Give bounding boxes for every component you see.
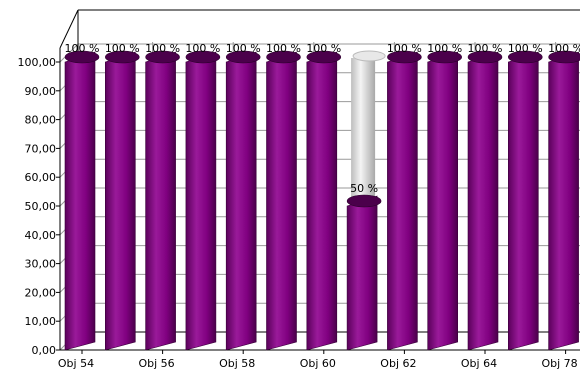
x-tick-label: Obj 60	[300, 357, 336, 370]
bar	[306, 51, 338, 351]
bar	[145, 51, 176, 351]
bar	[427, 51, 459, 351]
y-tick-label: 50,00	[25, 200, 57, 213]
bar-top	[225, 50, 261, 64]
data-label: 100 %	[387, 42, 422, 55]
label-layer: 0,00 10,00 20,00 30,00 40,00 50,00 60,00 70,00 8…	[18, 42, 580, 370]
y-tick-label: 0,00	[32, 344, 57, 357]
y-tick-label: 30,00	[25, 258, 57, 271]
bar-top	[105, 50, 140, 64]
bar-layer	[64, 50, 580, 351]
data-label: 100 %	[185, 42, 220, 55]
bar-top	[387, 50, 422, 64]
bar	[346, 195, 378, 351]
data-label: 100 %	[266, 42, 301, 55]
x-tick-label: Obj 58	[219, 357, 255, 370]
bar	[548, 51, 579, 351]
data-label: 100 %	[105, 42, 140, 55]
bar-top	[145, 50, 180, 64]
bar-top	[467, 50, 503, 64]
bar	[105, 51, 136, 351]
data-label: 100 %	[226, 42, 261, 55]
bar-top	[427, 50, 463, 64]
bar-top	[346, 194, 382, 208]
bar-remainder-top	[352, 50, 386, 62]
y-tick-label: 80,00	[25, 114, 57, 127]
bar-top	[266, 50, 301, 64]
y-tick-label: 40,00	[25, 229, 57, 242]
y-tick-label: 20,00	[25, 286, 57, 299]
wall-corner-line	[59, 9, 79, 49]
data-label: 100 %	[306, 42, 341, 55]
bar-top	[185, 50, 221, 64]
bar	[387, 51, 418, 351]
data-label: 100 %	[427, 42, 462, 55]
y-tick-label: 10,00	[25, 315, 57, 328]
y-tick-label: 60,00	[25, 171, 57, 184]
x-tick-label: Obj 64	[461, 357, 497, 370]
bar	[64, 51, 96, 351]
y-tick-label: 90,00	[25, 85, 57, 98]
bar-remainder	[351, 58, 376, 206]
bar-top	[306, 50, 342, 64]
data-label: 100 %	[508, 42, 543, 55]
bar	[225, 51, 257, 351]
y-tick-label: 70,00	[25, 142, 57, 155]
x-tick-label: Obj 62	[380, 357, 416, 370]
bar	[266, 51, 297, 351]
y-tick-label: 100,00	[18, 56, 57, 69]
data-label: 100 %	[65, 42, 100, 55]
data-label: 100 %	[468, 42, 503, 55]
bar-top	[548, 50, 580, 64]
x-tick-label: Obj 56	[138, 357, 174, 370]
bar-top	[507, 50, 543, 64]
data-label: 50 %	[350, 182, 378, 195]
bar	[467, 51, 499, 351]
bar	[507, 51, 539, 351]
bar-top	[64, 50, 100, 64]
data-label: 100 %	[145, 42, 180, 55]
data-label: 100 %	[548, 42, 580, 55]
x-tick-label: Obj 78	[541, 357, 577, 370]
x-tick-label: Obj 54	[58, 357, 94, 370]
bar	[185, 51, 217, 351]
